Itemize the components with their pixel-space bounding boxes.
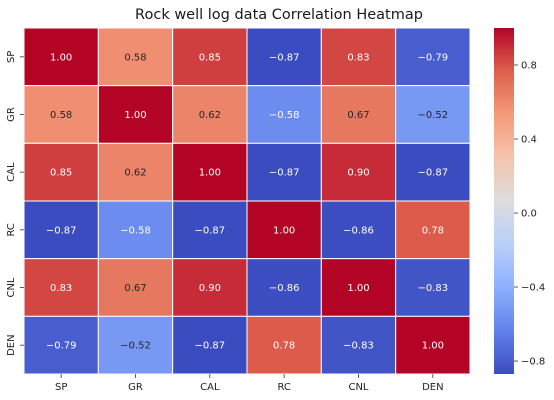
heatmap-cell bbox=[320, 200, 397, 260]
cell-value-label: −0.58 bbox=[269, 110, 300, 121]
cell-value-label: −0.79 bbox=[418, 52, 449, 63]
x-tick-label: CNL bbox=[348, 382, 368, 393]
cell-value-label: 0.67 bbox=[347, 110, 369, 121]
heatmap-cell bbox=[172, 258, 248, 317]
cell-value-label: 0.85 bbox=[199, 52, 221, 63]
heatmap-cell bbox=[395, 142, 471, 202]
cell-value-label: −0.52 bbox=[418, 110, 449, 121]
heatmap-cell bbox=[395, 315, 471, 375]
x-tick-label: GR bbox=[128, 382, 143, 393]
cell-value-label: 1.00 bbox=[124, 110, 146, 121]
cell-value-label: 0.83 bbox=[347, 52, 369, 63]
cell-value-label: −0.87 bbox=[46, 225, 77, 236]
cell-value-label: 0.83 bbox=[50, 283, 72, 294]
cell-value-label: 0.58 bbox=[50, 110, 72, 121]
x-tick-label: RC bbox=[277, 382, 290, 393]
y-tick-label: CNL bbox=[6, 277, 17, 297]
cell-value-label: −0.86 bbox=[343, 225, 374, 236]
cell-value-label: 1.00 bbox=[347, 283, 369, 294]
heatmap-cell bbox=[172, 27, 248, 87]
colorbar-tick-label: −0.4 bbox=[521, 283, 545, 294]
cell-value-label: −0.83 bbox=[418, 283, 449, 294]
cell-value-label: 0.58 bbox=[124, 52, 146, 63]
y-tick-label: GR bbox=[6, 107, 17, 122]
cell-value-label: 0.78 bbox=[273, 341, 295, 352]
colorbar-tick-label: 0.0 bbox=[521, 209, 537, 220]
heatmap-cell bbox=[23, 258, 99, 317]
heatmap-cell bbox=[97, 27, 174, 87]
heatmap-cell bbox=[395, 258, 471, 317]
cell-value-label: −0.87 bbox=[195, 341, 226, 352]
colorbar-tick-label: 0.4 bbox=[521, 135, 537, 146]
cell-value-label: −0.87 bbox=[269, 52, 300, 63]
x-tick-label: SP bbox=[55, 382, 67, 393]
heatmap-cell-labels: 1.00 0.58 0.85 −0.87 0.83 −0.79 0.58 1.00 0.62 −0… bbox=[46, 52, 448, 351]
cell-value-label: −0.87 bbox=[195, 225, 226, 236]
cell-value-label: −0.87 bbox=[269, 168, 300, 179]
y-axis: SP GR CAL RC CNL DEN bbox=[6, 51, 24, 356]
cell-value-label: 0.90 bbox=[347, 168, 369, 179]
heatmap-cell bbox=[246, 85, 322, 144]
heatmap-cell bbox=[320, 258, 397, 317]
cell-value-label: −0.83 bbox=[343, 341, 374, 352]
cell-value-label: −0.86 bbox=[269, 283, 300, 294]
heatmap-cell bbox=[97, 142, 174, 202]
cell-value-label: 0.78 bbox=[422, 225, 444, 236]
cell-value-label: 0.67 bbox=[124, 283, 146, 294]
heatmap-cell bbox=[246, 200, 322, 260]
colorbar-scale bbox=[494, 28, 514, 374]
heatmap-cell bbox=[395, 85, 471, 144]
heatmap-cell bbox=[97, 85, 174, 144]
heatmap-cell bbox=[23, 315, 99, 375]
cell-value-label: −0.52 bbox=[120, 341, 151, 352]
cell-value-label: −0.58 bbox=[120, 225, 151, 236]
chart-title: Rock well log data Correlation Heatmap bbox=[135, 7, 423, 23]
y-tick-label: SP bbox=[6, 51, 17, 63]
y-tick-label: DEN bbox=[6, 334, 17, 356]
heatmap-cell bbox=[97, 200, 174, 260]
heatmap-cell bbox=[246, 258, 322, 317]
heatmap-cell bbox=[23, 27, 99, 87]
heatmap-cell bbox=[395, 200, 471, 260]
cell-value-label: 0.62 bbox=[124, 168, 146, 179]
cell-value-label: 1.00 bbox=[273, 225, 295, 236]
colorbar-tick-label: 0.8 bbox=[521, 61, 537, 72]
cell-value-label: 1.00 bbox=[50, 52, 72, 63]
y-tick-label: CAL bbox=[6, 162, 17, 182]
colorbar-tick-label: −0.8 bbox=[521, 357, 545, 368]
cell-value-label: −0.87 bbox=[418, 168, 449, 179]
cell-value-label: 0.62 bbox=[199, 110, 221, 121]
x-tick-label: DEN bbox=[422, 382, 444, 393]
cell-value-label: 0.85 bbox=[50, 168, 72, 179]
colorbar: 0.8 0.4 0.0 −0.4 −0.8 bbox=[494, 28, 545, 374]
x-axis: SP GR CAL RC CNL DEN bbox=[55, 374, 444, 393]
heatmap-cell bbox=[23, 200, 99, 260]
heatmap-cell bbox=[172, 200, 248, 260]
cell-value-label: 0.90 bbox=[199, 283, 221, 294]
heatmap-cell bbox=[320, 142, 397, 202]
cell-value-label: 1.00 bbox=[199, 168, 221, 179]
heatmap-cell bbox=[246, 27, 322, 87]
heatmap-cell bbox=[246, 142, 322, 202]
heatmap-cells bbox=[23, 27, 471, 375]
cell-value-label: 1.00 bbox=[422, 341, 444, 352]
y-tick-label: RC bbox=[6, 223, 17, 236]
cell-value-label: −0.79 bbox=[46, 341, 77, 352]
x-tick-label: CAL bbox=[200, 382, 220, 393]
heatmap-cell bbox=[395, 27, 471, 87]
